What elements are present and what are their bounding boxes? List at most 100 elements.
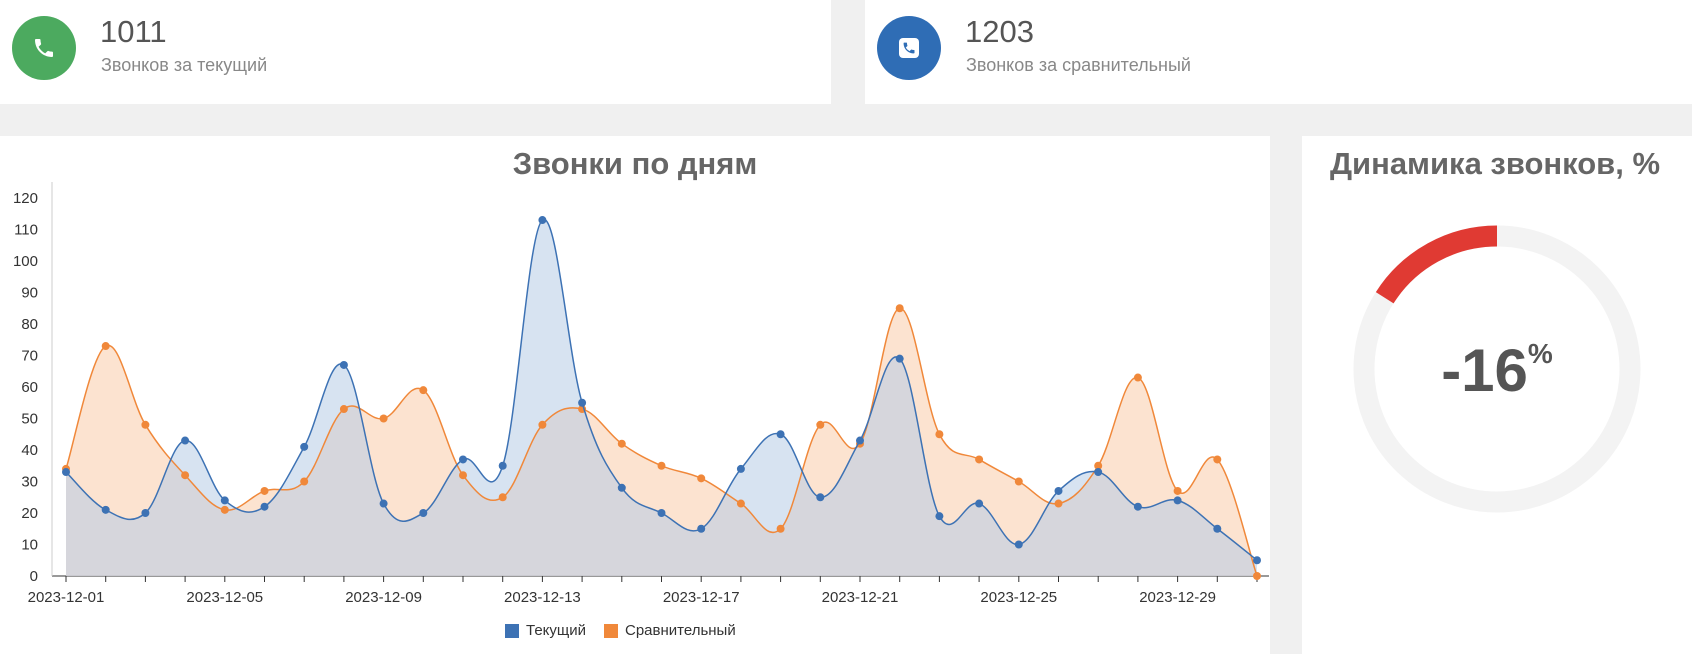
data-point-current[interactable] xyxy=(498,461,507,470)
data-point-current[interactable] xyxy=(736,464,745,473)
data-point-comparative[interactable] xyxy=(657,461,666,470)
calls-dynamics-panel: Динамика звонков, % -16% xyxy=(1302,136,1692,654)
data-point-comparative[interactable] xyxy=(220,505,229,514)
data-point-current[interactable] xyxy=(1094,468,1103,477)
data-point-current[interactable] xyxy=(1054,486,1063,495)
data-point-comparative[interactable] xyxy=(697,474,706,483)
y-tick-label: 10 xyxy=(21,537,38,554)
x-tick-label: 2023-12-13 xyxy=(504,589,581,606)
stat-card-current: 1011 Звонков за текущий xyxy=(0,0,831,104)
stat-value: 1011 xyxy=(100,14,167,49)
data-point-current[interactable] xyxy=(975,499,984,508)
x-tick-label: 2023-12-01 xyxy=(28,589,105,606)
gauge-title: Динамика звонков, % xyxy=(1329,146,1661,181)
data-point-current[interactable] xyxy=(617,483,626,492)
legend-label-current[interactable]: Текущий xyxy=(526,622,586,639)
data-point-comparative[interactable] xyxy=(816,420,825,429)
data-point-current[interactable] xyxy=(419,509,428,517)
data-point-current[interactable] xyxy=(101,505,110,514)
y-tick-label: 0 xyxy=(30,568,38,585)
gauge-arc xyxy=(1375,225,1498,304)
data-point-current[interactable] xyxy=(776,430,785,439)
y-tick-label: 30 xyxy=(21,474,38,491)
x-tick-label: 2023-12-17 xyxy=(663,589,740,606)
data-point-current[interactable] xyxy=(260,502,269,511)
data-point-current[interactable] xyxy=(62,468,70,477)
data-point-comparative[interactable] xyxy=(1133,373,1142,382)
y-tick-label: 100 xyxy=(13,253,38,270)
data-point-comparative[interactable] xyxy=(1054,499,1063,508)
stat-value: 1203 xyxy=(965,14,1034,49)
data-point-current[interactable] xyxy=(1014,540,1023,549)
data-point-comparative[interactable] xyxy=(895,304,904,313)
data-point-comparative[interactable] xyxy=(181,471,190,480)
data-point-current[interactable] xyxy=(816,493,825,502)
data-point-current[interactable] xyxy=(379,499,388,508)
y-tick-label: 110 xyxy=(14,222,38,239)
data-point-comparative[interactable] xyxy=(1253,572,1261,580)
x-tick-label: 2023-12-29 xyxy=(1139,589,1216,606)
data-point-comparative[interactable] xyxy=(459,471,467,480)
y-tick-label: 90 xyxy=(21,285,38,302)
data-point-comparative[interactable] xyxy=(141,420,150,429)
data-point-comparative[interactable] xyxy=(736,499,745,508)
gauge-unit: % xyxy=(1527,338,1553,369)
phone-icon xyxy=(12,16,76,80)
data-point-current[interactable] xyxy=(856,436,864,445)
data-point-comparative[interactable] xyxy=(339,405,348,414)
data-point-comparative[interactable] xyxy=(1173,486,1182,495)
data-point-current[interactable] xyxy=(339,360,348,369)
stat-label: Звонков за сравнительный xyxy=(966,55,1191,75)
data-point-current[interactable] xyxy=(538,216,547,225)
data-point-comparative[interactable] xyxy=(419,386,428,395)
data-point-current[interactable] xyxy=(657,509,666,517)
data-point-current[interactable] xyxy=(1133,502,1142,511)
x-tick-label: 2023-12-25 xyxy=(980,589,1057,606)
data-point-comparative[interactable] xyxy=(538,420,547,429)
data-point-current[interactable] xyxy=(1173,496,1182,505)
y-tick-label: 70 xyxy=(21,348,38,365)
legend-swatch-current xyxy=(505,623,519,638)
x-tick-label: 2023-12-09 xyxy=(345,589,422,606)
data-point-comparative[interactable] xyxy=(101,342,110,351)
x-tick-label: 2023-12-05 xyxy=(186,589,263,606)
stat-label: Звонков за текущий xyxy=(101,55,268,75)
data-point-comparative[interactable] xyxy=(260,486,269,495)
data-point-current[interactable] xyxy=(935,512,944,521)
x-tick-label: 2023-12-21 xyxy=(822,589,899,606)
calls-chart: 0 10 20 30 40 50 60 70 80 90 100 110 120 2023-12-01 20… xyxy=(13,182,1269,606)
legend-label-comparative[interactable]: Сравнительный xyxy=(625,622,736,639)
data-point-current[interactable] xyxy=(895,354,904,363)
y-tick-label: 20 xyxy=(21,505,38,522)
gauge-readout: -16% xyxy=(1302,336,1692,405)
area-current xyxy=(66,219,1257,576)
data-point-current[interactable] xyxy=(300,442,309,451)
data-point-current[interactable] xyxy=(1253,556,1261,565)
data-point-comparative[interactable] xyxy=(379,414,388,423)
data-point-current[interactable] xyxy=(578,398,587,407)
legend-swatch-comparative xyxy=(604,623,618,638)
y-tick-label: 120 xyxy=(13,190,38,207)
gauge-value: -16 xyxy=(1441,337,1528,404)
data-point-current[interactable] xyxy=(181,436,190,445)
data-point-comparative[interactable] xyxy=(617,439,626,448)
data-point-comparative[interactable] xyxy=(1014,477,1023,486)
phone-square-icon xyxy=(877,16,941,80)
data-point-comparative[interactable] xyxy=(1213,455,1222,464)
data-point-comparative[interactable] xyxy=(1094,461,1103,470)
data-point-comparative[interactable] xyxy=(498,493,507,502)
data-point-current[interactable] xyxy=(697,524,706,533)
chart-title: Звонки по дням xyxy=(512,146,758,181)
y-tick-label: 50 xyxy=(21,411,38,428)
data-point-comparative[interactable] xyxy=(776,524,785,533)
data-point-current[interactable] xyxy=(220,496,229,505)
chart-legend: Текущий Сравнительный xyxy=(505,622,736,639)
gauge-chart xyxy=(1353,225,1641,513)
data-point-current[interactable] xyxy=(459,455,467,464)
calls-by-day-panel: Звонки по дням 0 10 20 30 40 50 60 70 80 90 100 110… xyxy=(0,136,1270,654)
data-point-comparative[interactable] xyxy=(300,477,309,486)
data-point-current[interactable] xyxy=(1213,524,1222,533)
data-point-comparative[interactable] xyxy=(935,430,944,439)
data-point-comparative[interactable] xyxy=(975,455,984,464)
data-point-current[interactable] xyxy=(141,509,150,517)
